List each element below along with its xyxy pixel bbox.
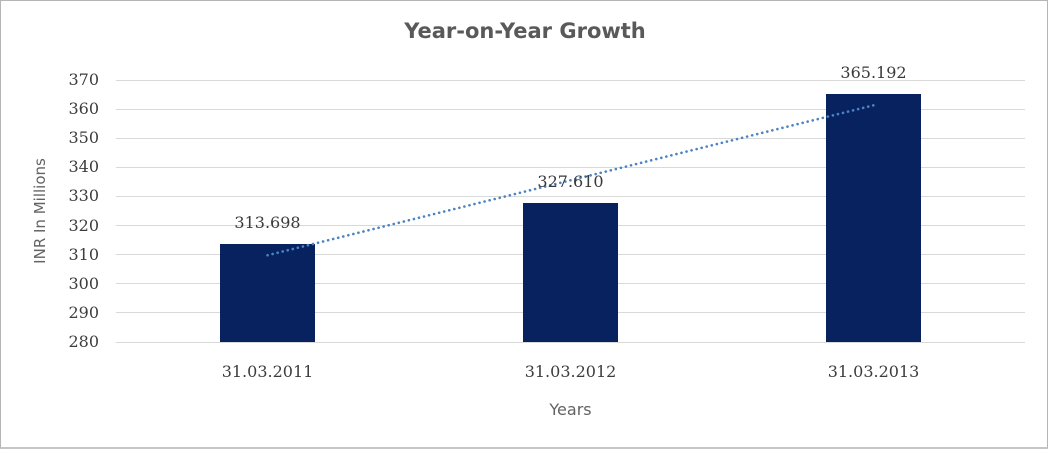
- y-tick-label: 330: [68, 186, 99, 206]
- y-gridline: [116, 341, 1025, 343]
- y-tick-label: 340: [68, 157, 99, 177]
- bar-31.03.2011: [220, 243, 315, 342]
- y-tick-label: 360: [68, 99, 99, 119]
- y-tick-label: 350: [68, 128, 99, 148]
- category-label-31.03.2013: 31.03.2013: [827, 362, 920, 381]
- chart-title: Year-on-Year Growth: [404, 19, 646, 43]
- bar-31.03.2013: [826, 93, 921, 342]
- trendline-line: [266, 104, 875, 257]
- x-axis-title: Years: [549, 400, 592, 419]
- y-tick-label: 310: [68, 244, 99, 264]
- y-gridline: [116, 195, 1025, 197]
- data-label-31.03.2013: 365.192: [840, 62, 907, 82]
- category-label-31.03.2011: 31.03.2011: [221, 362, 314, 381]
- y-gridline: [116, 79, 1025, 81]
- y-tick-label: 280: [68, 332, 99, 351]
- y-tick-label: 290: [68, 302, 99, 322]
- category-label-31.03.2012: 31.03.2012: [524, 362, 617, 381]
- y-tick-label: 300: [68, 273, 99, 293]
- trendline: [266, 104, 875, 257]
- y-gridline: [116, 108, 1025, 110]
- data-label-31.03.2011: 313.698: [234, 212, 301, 232]
- data-label-31.03.2012: 327.610: [537, 172, 604, 192]
- y-gridline: [116, 166, 1025, 168]
- bar-31.03.2012: [523, 203, 618, 342]
- y-tick-label: 320: [68, 215, 99, 235]
- y-tick-label: 370: [68, 70, 99, 89]
- y-gridline: [116, 137, 1025, 139]
